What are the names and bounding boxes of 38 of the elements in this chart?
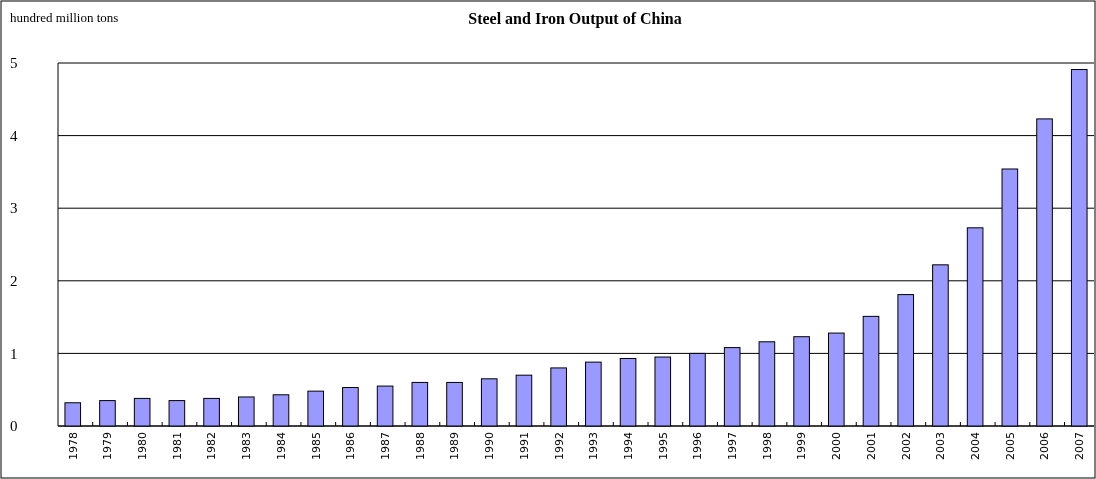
y-tick-label: 3 [10,200,18,217]
y-tick-label: 5 [10,55,18,72]
y-tick-label: 1 [10,345,18,362]
x-tick-label: 1992 [552,432,566,460]
x-tick-label: 1988 [413,432,427,460]
x-tick-label: 1978 [66,432,80,460]
x-tick-label: 2007 [1073,432,1087,460]
x-tick-label: 1997 [726,432,740,460]
x-tick-label: 2006 [1038,432,1052,460]
x-tick-label: 1991 [517,432,531,460]
x-tick-label: 1994 [621,432,635,460]
x-tick-label: 1995 [656,432,670,460]
y-tick-label: 2 [10,273,18,290]
chart-title: Steel and Iron Output of China [468,10,682,28]
x-tick-label: 2004 [968,432,982,460]
x-tick-label: 1990 [483,432,497,460]
x-tick-label: 1999 [795,432,809,460]
y-axis-title: hundred million tons [10,10,119,25]
x-tick-label: 1983 [240,432,254,460]
x-tick-label: 2002 [899,432,913,460]
y-tick-label: 4 [10,127,18,144]
x-tick-label: 1986 [344,432,358,460]
x-tick-label: 2001 [864,432,878,460]
x-tick-label: 1984 [274,432,288,460]
x-tick-label: 2000 [830,432,844,460]
x-tick-label: 1996 [691,432,705,460]
x-tick-label: 1993 [587,432,601,460]
x-tick-label: 1980 [136,432,150,460]
x-tick-label: 2003 [934,432,948,460]
x-tick-label: 1989 [448,432,462,460]
x-tick-label: 1985 [309,432,323,460]
x-tick-label: 1987 [378,432,392,460]
x-tick-label: 1981 [170,432,184,460]
x-tick-label: 1998 [760,432,774,460]
x-tick-label: 2005 [1003,432,1017,460]
y-tick-label: 0 [10,418,18,435]
x-tick-label: 1982 [205,432,219,460]
x-tick-label: 1979 [101,432,115,460]
